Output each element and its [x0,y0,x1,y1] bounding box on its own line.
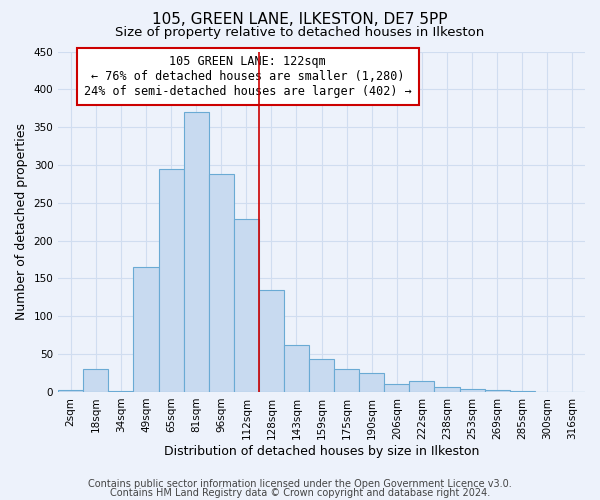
Text: 105, GREEN LANE, ILKESTON, DE7 5PP: 105, GREEN LANE, ILKESTON, DE7 5PP [152,12,448,28]
Bar [409,382,434,392]
Y-axis label: Number of detached properties: Number of detached properties [15,123,28,320]
Text: Contains HM Land Registry data © Crown copyright and database right 2024.: Contains HM Land Registry data © Crown c… [110,488,490,498]
X-axis label: Distribution of detached houses by size in Ilkeston: Distribution of detached houses by size … [164,444,479,458]
Bar [234,220,259,392]
Bar [158,169,184,392]
Bar [133,267,158,392]
Bar [58,390,83,392]
Bar [485,390,510,392]
Bar [359,373,385,392]
Bar [309,360,334,392]
Bar [434,388,460,392]
Bar [460,389,485,392]
Bar [385,384,409,392]
Bar [209,174,234,392]
Text: Contains public sector information licensed under the Open Government Licence v3: Contains public sector information licen… [88,479,512,489]
Bar [259,290,284,392]
Text: 105 GREEN LANE: 122sqm
← 76% of detached houses are smaller (1,280)
24% of semi-: 105 GREEN LANE: 122sqm ← 76% of detached… [84,55,412,98]
Bar [334,370,359,392]
Bar [83,370,109,392]
Bar [184,112,209,392]
Bar [109,391,133,392]
Bar [510,391,535,392]
Text: Size of property relative to detached houses in Ilkeston: Size of property relative to detached ho… [115,26,485,39]
Bar [284,345,309,392]
